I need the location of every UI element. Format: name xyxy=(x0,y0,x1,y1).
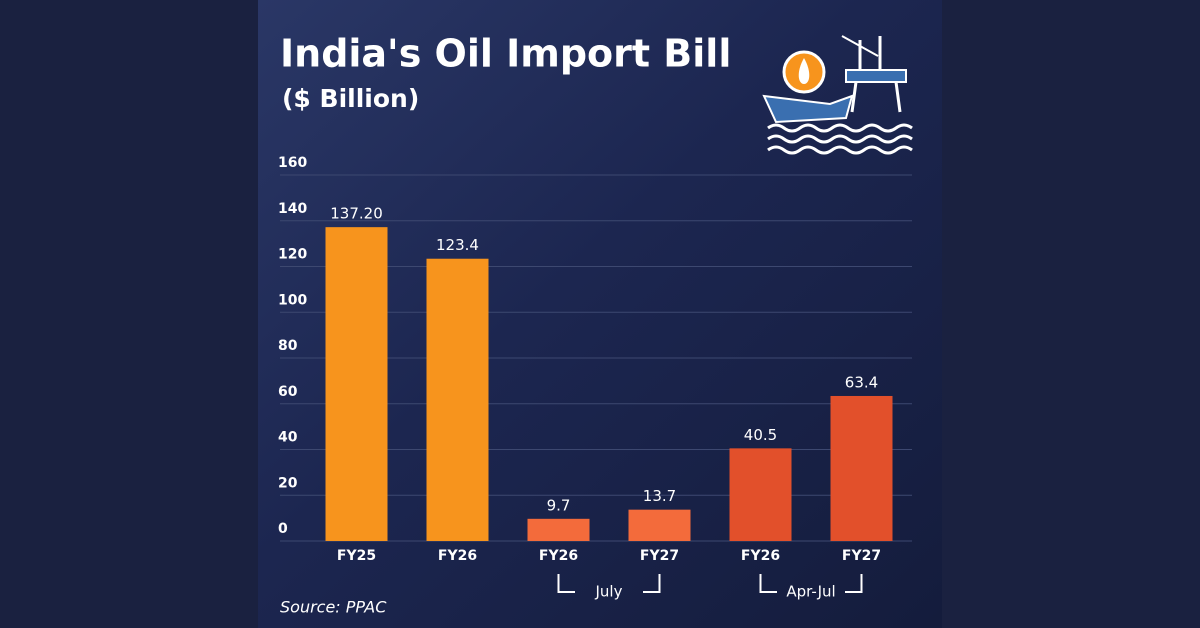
bar xyxy=(325,227,388,541)
chart-subtitle: ($ Billion) xyxy=(282,84,419,113)
bar xyxy=(729,448,792,541)
value-label: 13.7 xyxy=(643,487,676,505)
x-tick-label: FY26 xyxy=(438,548,477,564)
x-tick-label: FY26 xyxy=(741,548,780,564)
chart-title: India's Oil Import Bill xyxy=(280,32,731,76)
group-bracket xyxy=(759,574,863,593)
y-tick-label: 160 xyxy=(278,155,307,171)
source-note: Source: PPAC xyxy=(280,598,387,617)
bar xyxy=(628,509,691,541)
x-tick-label: FY26 xyxy=(539,548,578,564)
value-label: 137.20 xyxy=(330,205,383,223)
bar xyxy=(830,395,893,541)
group-label: Apr-Jul xyxy=(786,583,835,601)
group-bracket xyxy=(557,574,661,593)
value-label: 123.4 xyxy=(436,236,479,254)
y-tick-label: 40 xyxy=(278,430,298,446)
value-label: 40.5 xyxy=(744,426,777,444)
group-label: July xyxy=(595,583,623,601)
value-label: 63.4 xyxy=(845,373,878,391)
y-tick-label: 20 xyxy=(278,475,298,491)
x-tick-label: FY25 xyxy=(337,548,376,564)
x-tick-label: FY27 xyxy=(842,548,881,564)
bar xyxy=(426,258,489,541)
x-tick-label: FY27 xyxy=(640,548,679,564)
y-tick-label: 140 xyxy=(278,201,307,217)
y-tick-label: 80 xyxy=(278,338,298,354)
value-label: 9.7 xyxy=(547,496,571,514)
y-tick-label: 120 xyxy=(278,247,307,263)
y-tick-label: 60 xyxy=(278,384,298,400)
oil-icon xyxy=(762,35,913,155)
y-tick-label: 0 xyxy=(278,521,288,537)
y-tick-label: 100 xyxy=(278,292,307,308)
bar xyxy=(527,518,590,541)
